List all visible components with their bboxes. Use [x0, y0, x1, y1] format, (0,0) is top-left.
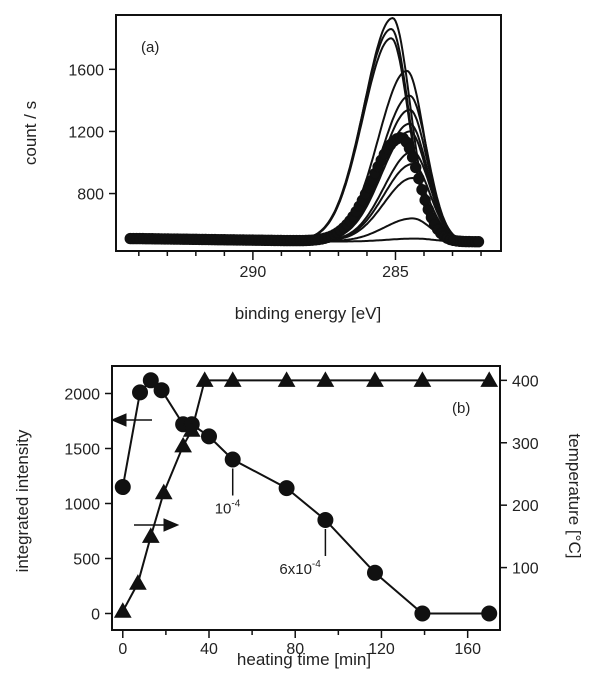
temperature-data-point — [316, 371, 335, 387]
panel-b-ytick-label-left: 0 — [91, 607, 100, 624]
panel-b-chart: (b) 0 40 80 120 160 0 500 1000 1500 2000 100 200 300… — [13, 365, 584, 669]
intensity-data-point — [414, 605, 431, 622]
panel-b-ytick-label-left: 500 — [73, 552, 100, 569]
right-axis-arrowhead — [163, 518, 180, 532]
temperature-data-point — [366, 371, 384, 387]
panel-b-ytick-label-right: 300 — [512, 436, 539, 453]
panel-a-frame — [115, 14, 502, 252]
temperature-data-point — [277, 371, 296, 387]
intensity-data-point — [224, 451, 241, 468]
temperature-data-point — [174, 436, 192, 453]
panel-b-ylabel-left: integrated intensity — [13, 429, 32, 572]
spectrum-data-point — [416, 183, 428, 196]
left-axis-arrowhead — [110, 413, 127, 427]
spectrum-data-point — [413, 172, 425, 185]
panel-b-xtick-label: 40 — [200, 641, 218, 658]
panel-b-ytick-label-left: 2000 — [64, 387, 100, 404]
panel-b-ytick-label-right: 400 — [512, 373, 539, 390]
pressure-annotation: 6x10-4 — [279, 559, 321, 578]
pressure-annotation-exponent: -4 — [312, 559, 321, 570]
panel-a-ytick-label: 800 — [77, 187, 104, 204]
panel-b-xtick-label: 120 — [368, 641, 395, 658]
panel-b-xtick-label: 160 — [454, 641, 481, 658]
panel-b-xtick-label: 0 — [118, 641, 127, 658]
temperature-data-point — [480, 371, 499, 387]
intensity-data-point — [132, 384, 149, 401]
panel-b-ytick-label-left: 1500 — [64, 442, 100, 459]
intensity-data-point — [114, 479, 131, 495]
temperature-data-point — [195, 371, 214, 387]
panel-b-label: (b) — [452, 400, 470, 417]
spectrum-data-point — [410, 161, 422, 174]
axis-pointer-arrows — [110, 413, 180, 532]
panel-a-xtick-label: 290 — [240, 264, 267, 281]
pressure-annotation-base: 6x10 — [279, 561, 312, 578]
panel-a-xtick-label: 285 — [382, 264, 409, 281]
intensity-data-point — [142, 372, 159, 389]
panel-a-ytick-label: 1200 — [68, 124, 104, 141]
intensity-data-point — [481, 605, 498, 622]
panel-a-label: (a) — [141, 39, 159, 56]
panel-b-ytick-label-left: 1000 — [64, 497, 100, 514]
panel-b-ytick-label-right: 100 — [512, 561, 539, 578]
intensity-data-point — [153, 382, 170, 399]
panel-a-ylabel: count / s — [21, 101, 40, 165]
spectrum-data-point — [406, 151, 419, 163]
panel-b-xlabel: heating time [min] — [237, 650, 371, 669]
spectrum-data-point — [472, 235, 485, 248]
temperature-data-point — [129, 574, 147, 590]
temperature-data-point — [182, 421, 201, 437]
temperature-data-point — [141, 527, 160, 543]
intensity-data-point — [317, 512, 334, 528]
intensity-data-point — [278, 480, 295, 497]
panel-a-chart: (a) 290 285 800 1200 1600 binding energy [eV… — [21, 14, 502, 323]
pressure-annotation: 10-4 — [215, 499, 241, 518]
pressure-annotation-base: 10 — [215, 501, 232, 518]
intensity-series-line — [121, 378, 490, 615]
panel-a-xlabel: binding energy [eV] — [235, 304, 382, 323]
panel-b-xtick-label: 80 — [286, 641, 304, 658]
temperature-data-point — [223, 371, 242, 387]
panel-b-ylabel-right: temperature [°C] — [565, 434, 584, 559]
panel-b-frame — [111, 365, 501, 631]
panel-a-ytick-label: 1600 — [68, 62, 104, 79]
intensity-data-point — [201, 428, 217, 445]
intensity-data-point — [366, 564, 383, 581]
temperature-data-point — [113, 602, 132, 618]
panel-b-ytick-label-right: 200 — [512, 498, 539, 515]
spectrum-data-point — [419, 194, 431, 206]
temperature-data-point — [154, 483, 173, 500]
temperature-data-point — [413, 371, 432, 387]
pressure-annotation-exponent: -4 — [231, 499, 240, 510]
